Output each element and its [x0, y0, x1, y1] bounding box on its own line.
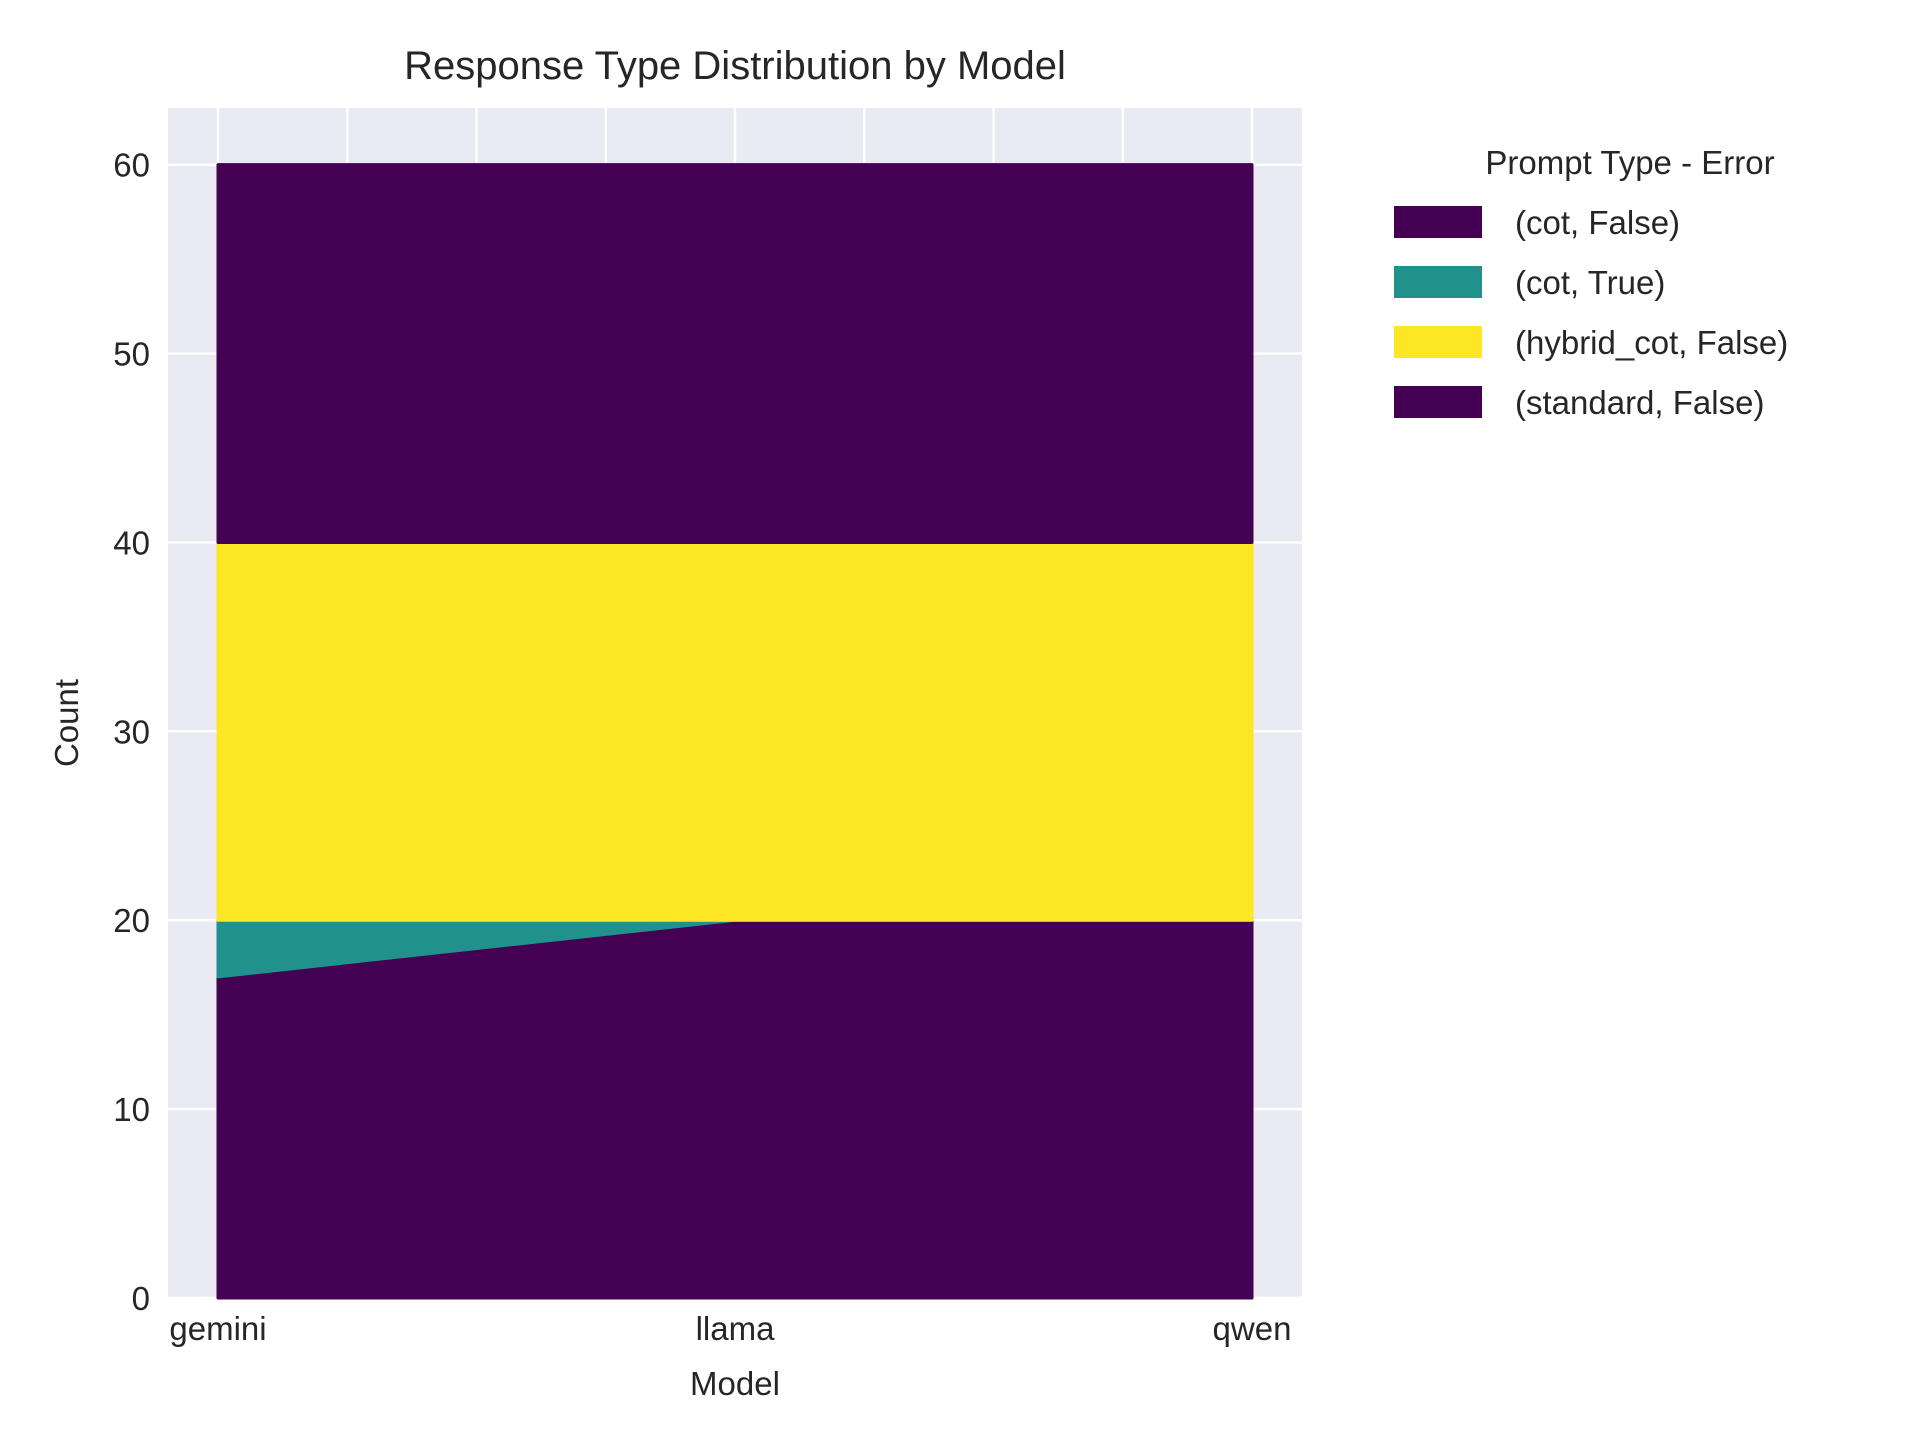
legend-label: (hybrid_cot, False) — [1515, 324, 1788, 361]
legend-label: (standard, False) — [1515, 384, 1764, 421]
area-series-layer — [216, 163, 1254, 1300]
legend-swatch — [1394, 206, 1482, 238]
x-axis-ticks: gemini llama qwen — [169, 1310, 1291, 1347]
chart-title: Response Type Distribution by Model — [404, 44, 1066, 88]
x-tick-label: llama — [696, 1310, 776, 1347]
legend-label: (cot, True) — [1515, 264, 1665, 301]
legend-swatch — [1394, 266, 1482, 298]
y-axis-ticks: 0 10 20 30 40 50 60 — [113, 147, 150, 1317]
legend-items: (cot, False) (cot, True) (hybrid_cot, Fals… — [1394, 204, 1788, 421]
legend-swatch — [1394, 386, 1482, 418]
x-tick-label: qwen — [1213, 1310, 1292, 1347]
legend-label: (cot, False) — [1515, 204, 1680, 241]
y-tick-label: 0 — [132, 1280, 150, 1317]
legend: Prompt Type - Error (cot, False) (cot, Tr… — [1394, 144, 1788, 421]
y-tick-label: 10 — [113, 1091, 150, 1128]
y-axis-label: Count — [48, 679, 85, 767]
x-axis-label: Model — [690, 1365, 780, 1402]
x-tick-label: gemini — [169, 1310, 266, 1347]
legend-swatch — [1394, 326, 1482, 358]
y-tick-label: 40 — [113, 524, 150, 561]
area-series-1 — [216, 918, 1254, 1300]
legend-title: Prompt Type - Error — [1485, 144, 1774, 181]
y-tick-label: 50 — [113, 336, 150, 373]
area-series-4 — [216, 163, 1254, 544]
y-tick-label: 60 — [113, 147, 150, 184]
area-series-3 — [216, 540, 1254, 922]
y-tick-label: 30 — [113, 713, 150, 750]
y-tick-label: 20 — [113, 902, 150, 939]
